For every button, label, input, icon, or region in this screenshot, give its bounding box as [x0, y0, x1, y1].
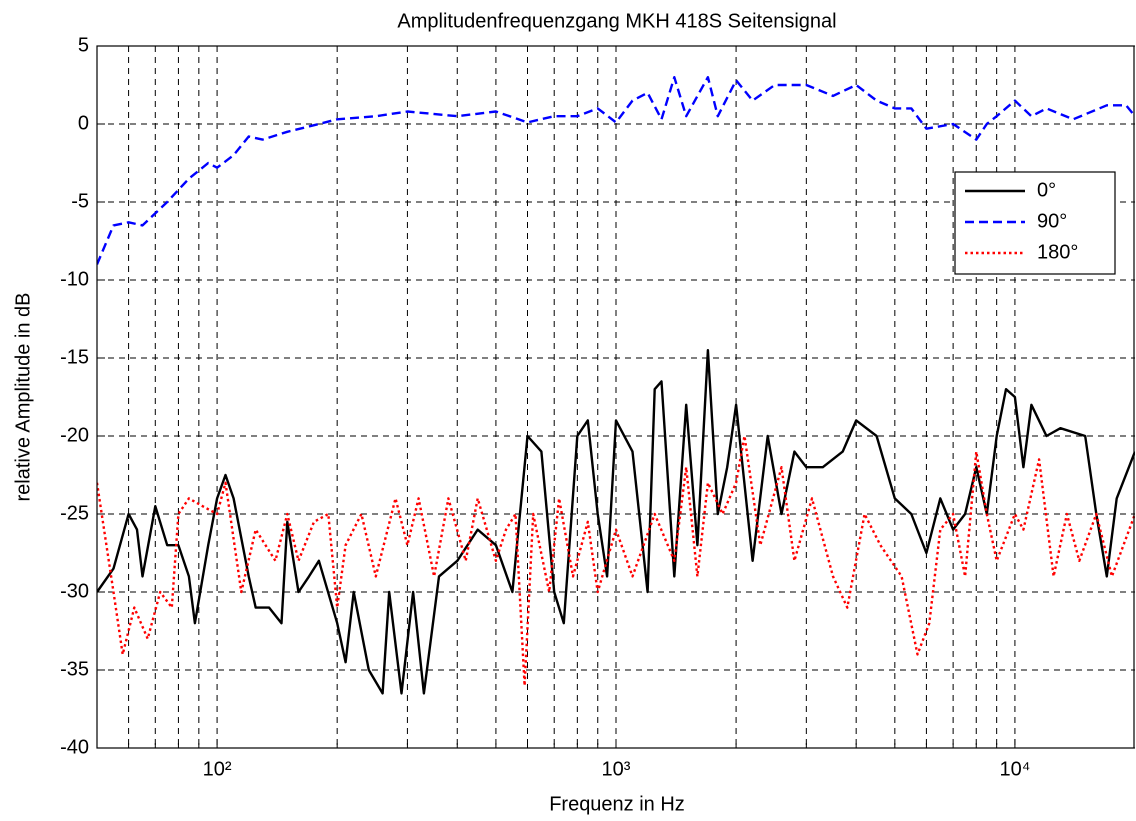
y-tick-label: -5 [71, 190, 89, 212]
y-tick-label: -15 [60, 346, 89, 368]
y-tick-label: -25 [60, 502, 89, 524]
y-tick-label: -30 [60, 580, 89, 602]
y-tick-label: 5 [78, 34, 89, 56]
x-tick-label: 10² [203, 758, 232, 780]
y-tick-label: -40 [60, 736, 89, 758]
x-axis-label: Frequenz in Hz [549, 793, 685, 815]
legend-label: 90° [1037, 210, 1067, 232]
x-tick-label: 10⁴ [999, 758, 1030, 780]
y-axis-label: relative Amplitude in dB [12, 292, 34, 501]
plot-frame [96, 45, 1135, 749]
legend-label: 0° [1037, 179, 1056, 201]
y-tick-label: -20 [60, 424, 89, 446]
y-tick-label: 0 [78, 112, 89, 134]
series-line [97, 349, 1135, 695]
y-tick-label: -35 [60, 658, 89, 680]
x-tick-label: 10³ [602, 758, 631, 780]
series-line [97, 75, 1135, 265]
chart-title: Amplitudenfrequenzgang MKH 418S Seitensi… [397, 10, 836, 32]
legend-label: 180° [1037, 241, 1078, 263]
series-line [97, 434, 1135, 687]
y-tick-label: -10 [60, 268, 89, 290]
